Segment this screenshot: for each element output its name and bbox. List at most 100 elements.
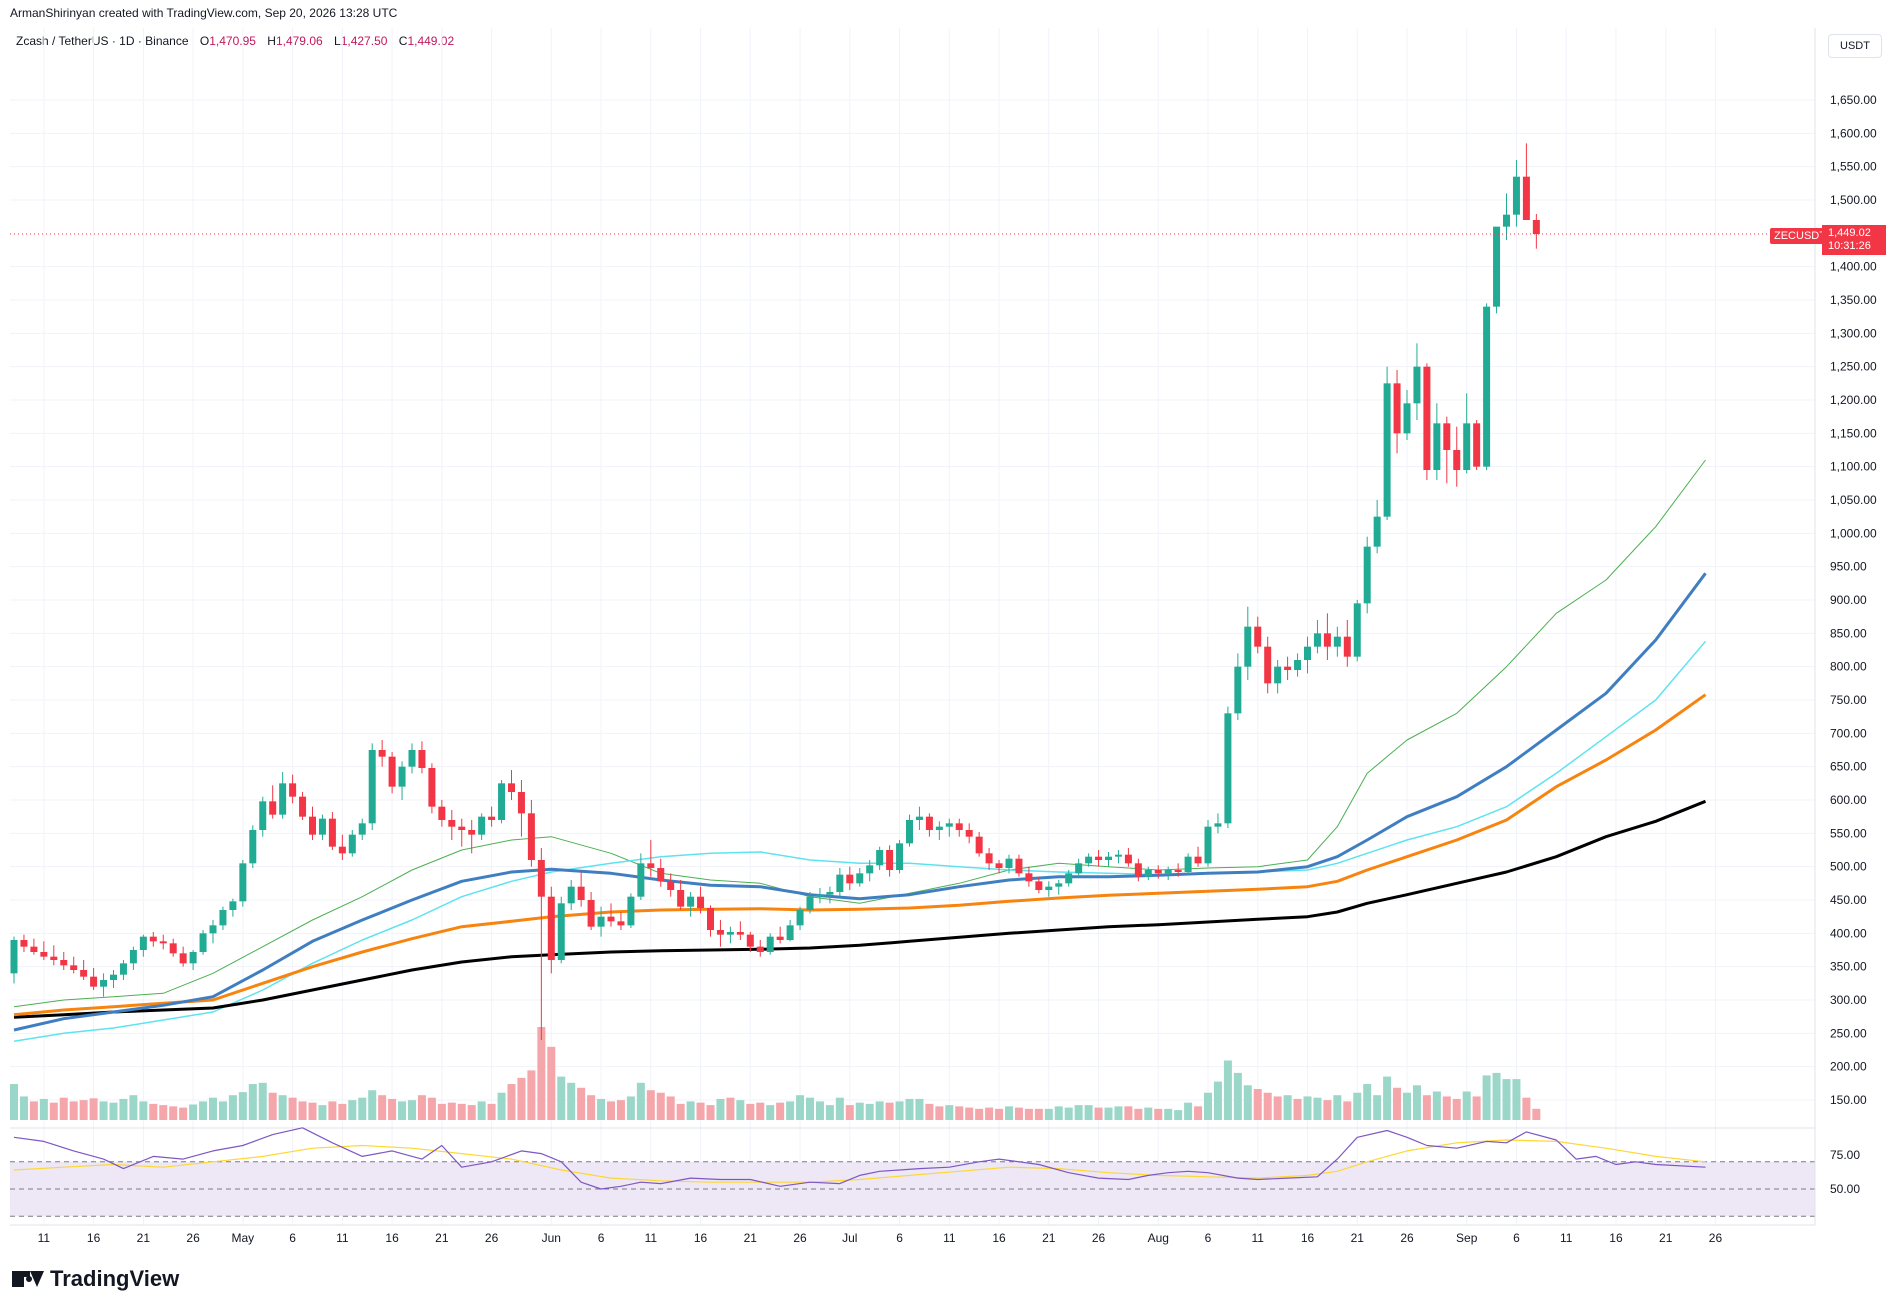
volume-bar — [1024, 1108, 1033, 1120]
volume-bar — [1014, 1107, 1023, 1120]
candle-body — [1323, 633, 1331, 647]
candle-body — [1095, 856, 1103, 860]
candle — [418, 741, 426, 774]
candle-body — [1453, 450, 1461, 470]
volume-bar — [925, 1103, 934, 1120]
price-axis-label: 1,200.00 — [1830, 393, 1877, 407]
volume-bar — [447, 1102, 456, 1120]
candle — [1124, 848, 1132, 867]
rsi-axis-label: 75.00 — [1830, 1148, 1860, 1162]
candle-body — [1025, 873, 1033, 882]
candle — [1055, 880, 1063, 895]
price-axis-label: 1,300.00 — [1830, 326, 1877, 340]
candle-body — [1085, 856, 1093, 864]
price-axis-label: 1,100.00 — [1830, 460, 1877, 474]
price-chart[interactable]: 150.00 200.00 250.00 300.00 350.00 400.00 450.… — [0, 0, 1893, 1250]
candle — [657, 858, 665, 887]
volume-bar — [318, 1105, 327, 1120]
candle — [537, 848, 545, 1040]
volume-bar — [1283, 1095, 1292, 1120]
candle — [1134, 858, 1142, 882]
candle — [458, 818, 466, 847]
volume-bar — [248, 1084, 257, 1120]
volume-bar — [417, 1095, 426, 1120]
candle — [1045, 881, 1053, 897]
candle — [448, 810, 456, 840]
volume-bar — [1084, 1105, 1093, 1120]
candle-body — [508, 783, 515, 792]
price-axis-label: 750.00 — [1830, 693, 1867, 707]
candle — [100, 973, 108, 997]
time-axis-label: Jun — [542, 1231, 561, 1245]
candle — [1174, 863, 1182, 877]
time-axis-label: 26 — [1709, 1231, 1723, 1245]
volume-bar — [875, 1101, 884, 1120]
candle-body — [1512, 176, 1520, 215]
volume-bar — [696, 1102, 705, 1120]
candle-body — [537, 860, 545, 897]
candle-body — [1244, 626, 1252, 667]
candle-body — [1224, 713, 1232, 824]
candle-body — [139, 936, 147, 950]
volume-bar — [1452, 1098, 1461, 1120]
time-axis-label: 21 — [137, 1231, 151, 1245]
volume-bar — [388, 1098, 397, 1120]
candle — [269, 785, 277, 819]
time-axis-label: 26 — [1092, 1231, 1106, 1245]
candle-body — [100, 980, 108, 987]
candle — [955, 818, 963, 837]
candle — [508, 770, 515, 800]
time-axis-label: May — [232, 1231, 255, 1245]
candle — [229, 898, 237, 917]
time-axis-label: 11 — [1560, 1231, 1573, 1245]
volume-bar — [1184, 1102, 1193, 1120]
volume-bar — [69, 1101, 78, 1120]
candle — [915, 806, 923, 830]
candle-body — [806, 896, 814, 910]
ma-line-black — [13, 799, 1707, 1019]
ohlc-close-label: C — [398, 34, 408, 48]
volume-bar — [457, 1103, 466, 1120]
candle-body — [458, 826, 466, 830]
candle-body — [547, 896, 555, 960]
candle — [239, 860, 247, 907]
candle-body — [30, 946, 38, 952]
candle-body — [597, 916, 605, 927]
candle — [1005, 854, 1013, 874]
candle — [806, 892, 814, 914]
volume-bar — [1064, 1107, 1073, 1120]
candle — [1393, 370, 1401, 454]
candle — [1493, 226, 1501, 314]
candle — [1264, 636, 1272, 694]
price-axis-label: 250.00 — [1830, 1026, 1867, 1040]
candle — [90, 968, 98, 990]
volume-bar — [10, 1084, 18, 1120]
volume-bar — [467, 1105, 476, 1120]
candle — [219, 906, 227, 930]
candle-body — [677, 890, 685, 907]
tradingview-logo[interactable]: TradingView — [12, 1266, 179, 1292]
candle — [786, 920, 794, 942]
volume-bar — [1213, 1081, 1222, 1120]
candle — [428, 763, 436, 814]
volume-bar — [218, 1101, 227, 1120]
candle — [1423, 363, 1431, 480]
volume-bar — [716, 1098, 725, 1120]
volume-bar — [636, 1082, 645, 1120]
currency-button[interactable]: USDT — [1828, 34, 1882, 58]
candle-body — [119, 963, 127, 975]
price-axis-label: 1,500.00 — [1830, 193, 1877, 207]
volume-bar — [1293, 1098, 1302, 1120]
candle-body — [1503, 214, 1510, 227]
candle-body — [756, 946, 764, 952]
volume-bar — [766, 1105, 775, 1120]
time-axis-label: 21 — [1351, 1231, 1365, 1245]
candle-body — [955, 823, 963, 830]
candle — [1274, 660, 1282, 694]
ma-line-orange — [13, 693, 1707, 1017]
candle — [1413, 343, 1421, 420]
ohlc-high-value: 1,479.06 — [275, 34, 323, 48]
time-axis-label: 16 — [694, 1231, 708, 1245]
candle-body — [1284, 666, 1292, 670]
candle-body — [1154, 870, 1162, 874]
